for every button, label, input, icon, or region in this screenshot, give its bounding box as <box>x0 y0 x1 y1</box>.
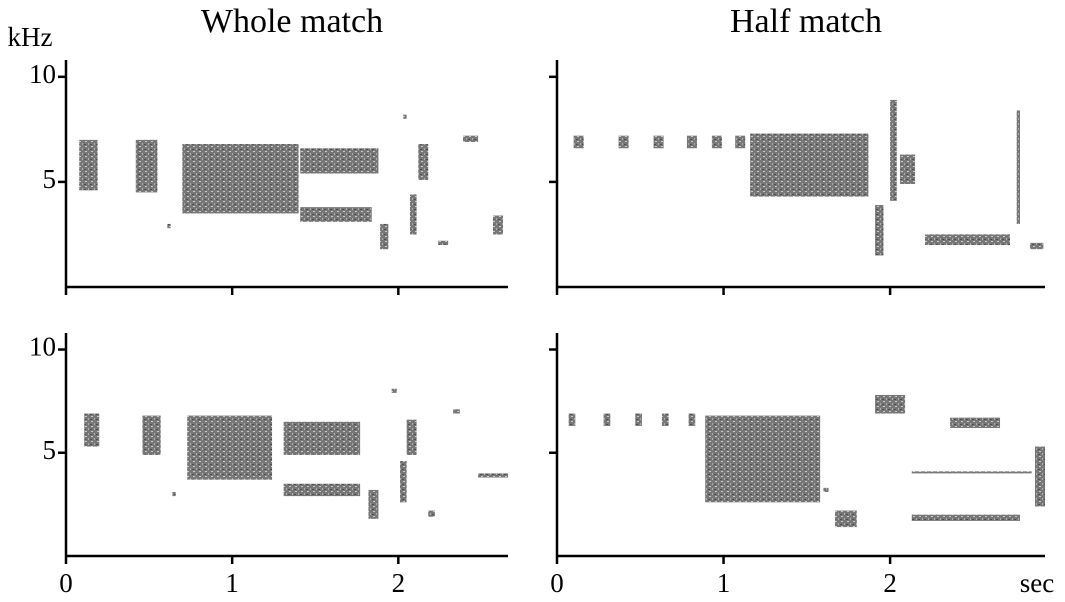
syllable <box>438 240 449 245</box>
syllable <box>618 135 629 149</box>
syllable <box>653 135 664 149</box>
syllable <box>391 388 397 393</box>
syllable <box>380 223 389 250</box>
syllable <box>182 144 299 214</box>
x-tick-label: 1 <box>225 568 239 598</box>
syllable <box>750 133 869 197</box>
syllable <box>686 135 697 149</box>
syllable <box>950 417 1001 428</box>
syllable <box>428 510 435 517</box>
y-unit: kHz <box>8 22 53 52</box>
syllable <box>418 144 429 180</box>
y-tick-label: 5 <box>43 435 57 465</box>
syllable <box>493 215 504 235</box>
syllable <box>900 154 916 185</box>
x-tick-label: 2 <box>883 568 897 598</box>
syllable <box>711 135 722 149</box>
syllable <box>573 135 584 149</box>
syllable <box>300 148 379 174</box>
syllable <box>925 234 1011 245</box>
panel-title: Whole match <box>201 3 383 40</box>
syllable <box>142 415 161 455</box>
syllable <box>661 413 669 426</box>
syllable <box>478 473 508 478</box>
syllable <box>823 487 829 492</box>
syllable <box>406 419 417 455</box>
x-tick-label: 2 <box>392 568 406 598</box>
syllable <box>368 489 379 519</box>
syllable <box>453 409 460 414</box>
syllable <box>875 205 884 256</box>
syllable <box>172 491 176 497</box>
syllable <box>187 415 273 480</box>
syllable <box>911 471 1032 474</box>
syllable <box>463 135 479 142</box>
syllable <box>911 514 1021 521</box>
syllable <box>705 415 821 503</box>
syllable <box>409 194 417 235</box>
syllable <box>603 413 611 426</box>
syllable <box>635 413 642 426</box>
y-tick-label: 10 <box>29 332 56 362</box>
syllable <box>1030 242 1044 250</box>
syllable <box>735 135 746 149</box>
syllable <box>84 413 100 447</box>
y-tick-label: 5 <box>43 164 57 194</box>
syllable <box>1035 446 1045 507</box>
syllable <box>283 421 361 455</box>
syllable <box>167 223 171 229</box>
syllable <box>568 413 576 426</box>
syllable <box>403 114 407 119</box>
syllable <box>890 99 897 201</box>
syllable <box>283 483 361 497</box>
syllable <box>1016 110 1021 224</box>
syllable <box>300 207 372 222</box>
x-unit: sec <box>1020 568 1054 598</box>
y-tick-label: 10 <box>29 59 56 89</box>
syllable <box>875 394 906 414</box>
x-tick-label: 0 <box>550 568 564 598</box>
syllable <box>688 413 696 426</box>
panel-title: Half match <box>730 3 882 40</box>
syllable <box>399 461 407 503</box>
syllable <box>835 510 857 528</box>
syllable <box>79 139 98 191</box>
x-tick-label: 0 <box>59 568 73 598</box>
x-tick-label: 1 <box>717 568 731 598</box>
syllable <box>135 139 158 193</box>
